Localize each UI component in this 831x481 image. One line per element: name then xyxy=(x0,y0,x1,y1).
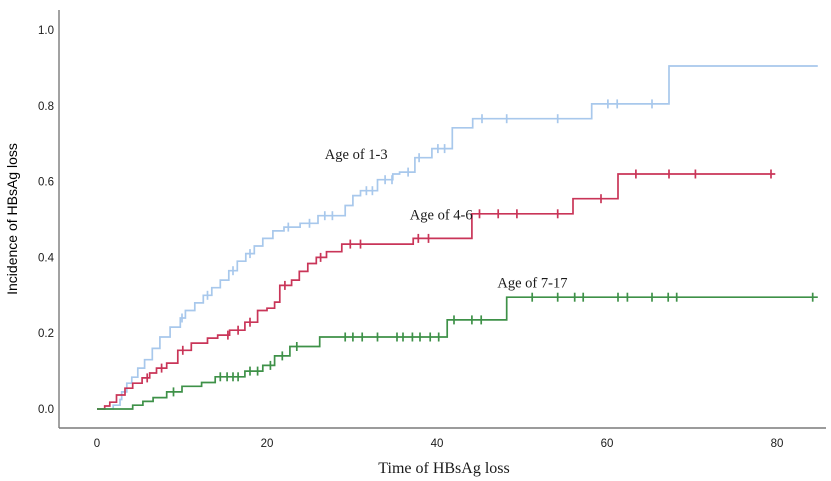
curve-age-of-7-17 xyxy=(97,296,818,410)
y-tick-labels-group: 0.0 0.2 0.4 0.6 0.8 1.0 xyxy=(38,25,55,416)
x-tick-label: 20 xyxy=(261,438,274,450)
y-axis-title: Incidence of HBsAg loss xyxy=(4,143,20,295)
annotations-group: Age of 1-3 Age of 4-6 Age of 7-17 xyxy=(325,147,568,292)
y-tick-label: 0.6 xyxy=(38,177,54,189)
y-tick-label: 0.8 xyxy=(38,101,54,113)
curve-age-of-1-3 xyxy=(97,65,818,410)
y-tick-label: 1.0 xyxy=(38,25,54,37)
x-tick-labels-group: 0 20 40 60 80 xyxy=(94,438,784,450)
censor-marks-group xyxy=(146,99,814,397)
y-tick-label: 0.4 xyxy=(38,252,55,264)
x-tick-label: 0 xyxy=(94,438,100,450)
annotation-age-of-7-17: Age of 7-17 xyxy=(497,276,567,292)
y-tick-label: 0.2 xyxy=(38,328,54,340)
x-tick-label: 60 xyxy=(601,438,614,450)
curves-group xyxy=(97,65,818,410)
annotation-age-of-1-3: Age of 1-3 xyxy=(325,147,388,163)
curve-age-of-4-6 xyxy=(97,173,776,410)
x-tick-label: 40 xyxy=(431,438,444,450)
x-tick-label: 80 xyxy=(771,438,784,450)
y-tick-label: 0.0 xyxy=(38,404,54,416)
x-axis-title: Time of HBsAg loss xyxy=(378,460,509,477)
annotation-age-of-4-6: Age of 4-6 xyxy=(410,208,473,224)
